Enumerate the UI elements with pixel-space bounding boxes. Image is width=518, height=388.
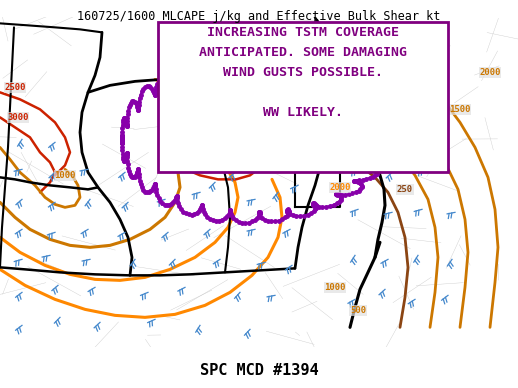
- Text: 250: 250: [397, 185, 413, 194]
- Text: 2500: 2500: [214, 48, 236, 57]
- Text: 2500: 2500: [241, 73, 263, 82]
- Text: 1000: 1000: [421, 133, 443, 142]
- Polygon shape: [304, 17, 320, 162]
- Text: 1000: 1000: [324, 283, 346, 292]
- Text: 1000: 1000: [54, 171, 76, 180]
- Bar: [158, 23, 448, 172]
- Text: ANTICIPATED. SOME DAMAGING: ANTICIPATED. SOME DAMAGING: [199, 46, 407, 59]
- Text: 2500: 2500: [179, 31, 201, 40]
- Text: 2500: 2500: [364, 63, 386, 72]
- Text: 500: 500: [350, 306, 366, 315]
- Text: 2500: 2500: [339, 31, 361, 40]
- Text: WIND GUSTS POSSIBLE.: WIND GUSTS POSSIBLE.: [223, 66, 383, 79]
- Text: INCREASING TSTM COVERAGE: INCREASING TSTM COVERAGE: [207, 26, 399, 39]
- Text: 2500: 2500: [4, 83, 26, 92]
- Text: 2500: 2500: [237, 138, 259, 147]
- Text: 2500: 2500: [299, 48, 321, 57]
- Text: 160725/1600 MLCAPE j/kg and Effective Bulk Shear kt: 160725/1600 MLCAPE j/kg and Effective Bu…: [77, 10, 441, 23]
- Text: 2000: 2000: [329, 183, 351, 192]
- Text: WW LIKELY.: WW LIKELY.: [263, 106, 343, 119]
- Text: 1500: 1500: [449, 105, 471, 114]
- Text: SPC MCD #1394: SPC MCD #1394: [199, 363, 319, 378]
- Text: 3000: 3000: [7, 113, 29, 122]
- Text: 2000: 2000: [479, 68, 501, 77]
- Text: 2000: 2000: [219, 111, 241, 120]
